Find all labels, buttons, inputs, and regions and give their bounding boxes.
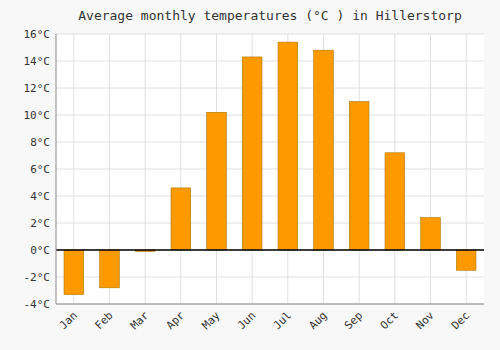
y-tick-label: 6°C — [30, 163, 50, 176]
zero-line — [56, 249, 484, 251]
bar — [64, 250, 84, 295]
y-tick-label: 4°C — [30, 190, 50, 203]
y-grid-line — [56, 115, 484, 116]
y-grid-line — [56, 196, 484, 197]
y-grid-line — [56, 142, 484, 143]
y-grid-line — [56, 277, 484, 278]
y-tick-label: 16°C — [24, 28, 51, 41]
plot-background — [56, 34, 484, 304]
y-grid-line — [56, 223, 484, 224]
bar — [171, 188, 191, 250]
chart-svg: Average monthly temperatures (°C ) in Hi… — [0, 0, 500, 350]
bar — [242, 57, 262, 250]
x-tick-label: Jun — [235, 309, 258, 332]
grid — [56, 34, 484, 304]
y-tick-label: 8°C — [30, 136, 50, 149]
x-tick-label: Oct — [378, 309, 401, 332]
bar — [421, 218, 441, 250]
y-axis-line — [56, 34, 57, 304]
bar — [456, 250, 476, 270]
x-tick-label: Dec — [449, 309, 472, 332]
x-tick-label: Feb — [92, 309, 115, 332]
y-tick-label: 0°C — [30, 244, 50, 257]
y-tick-label: 2°C — [30, 217, 50, 230]
y-grid-line — [56, 61, 484, 62]
x-grid-line — [180, 34, 181, 304]
x-tick-label: May — [199, 309, 223, 333]
bar — [207, 112, 227, 250]
x-tick-label: Aug — [306, 309, 329, 332]
y-tick-label: -2°C — [24, 271, 51, 284]
bar — [100, 250, 120, 288]
y-grid-line — [56, 304, 484, 305]
bar — [385, 153, 405, 250]
y-grid-line — [56, 169, 484, 170]
bars — [64, 42, 476, 294]
bar — [278, 42, 298, 250]
x-grid-line — [430, 34, 431, 304]
x-grid-line — [145, 34, 146, 304]
bar — [349, 102, 369, 251]
y-grid-line — [56, 34, 484, 35]
bar — [314, 50, 334, 250]
y-tick-label: 14°C — [24, 55, 51, 68]
y-grid-line — [56, 250, 484, 251]
chart-title: Average monthly temperatures (°C ) in Hi… — [78, 8, 462, 23]
chart-container: Average monthly temperatures (°C ) in Hi… — [0, 0, 500, 350]
y-tick-label: -4°C — [24, 298, 51, 311]
y-grid-line — [56, 88, 484, 89]
x-tick-label: Jul — [271, 309, 294, 332]
x-tick-label: Jan — [57, 309, 80, 332]
x-tick-label: Apr — [164, 309, 188, 333]
x-tick-label: Nov — [413, 309, 437, 333]
x-tick-label: Sep — [342, 309, 365, 332]
x-tick-label: Mar — [128, 309, 152, 333]
x-axis-line — [56, 304, 484, 305]
y-tick-label: 12°C — [24, 82, 51, 95]
y-tick-label: 10°C — [24, 109, 51, 122]
